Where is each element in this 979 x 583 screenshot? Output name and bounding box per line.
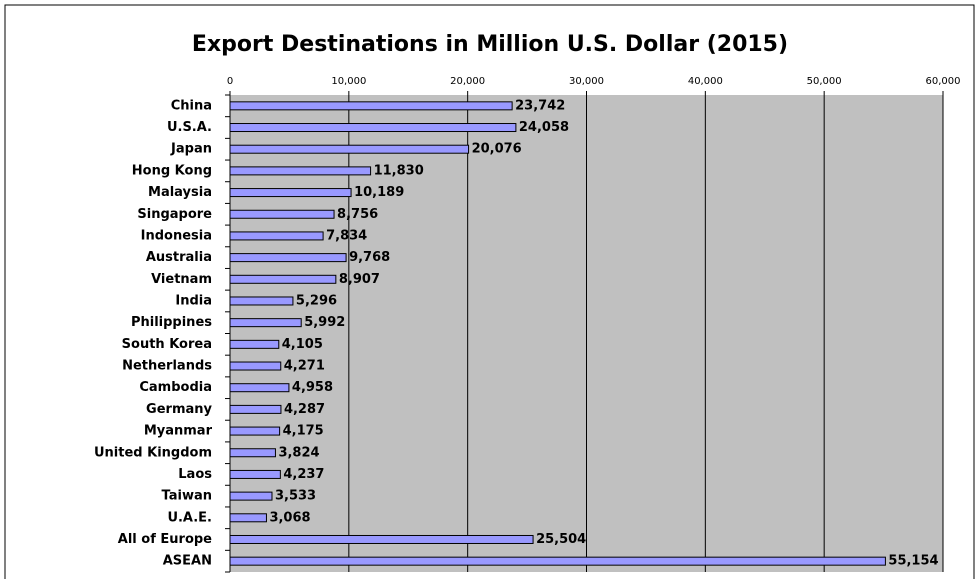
- value-label: 4,287: [284, 402, 325, 417]
- y-tick-label: Vietnam: [151, 272, 212, 287]
- x-tick-label: 0: [227, 76, 233, 87]
- y-tick-label: Australia: [146, 250, 212, 265]
- y-tick-label: South Korea: [122, 337, 212, 352]
- y-tick-label: Germany: [146, 402, 212, 417]
- bar: [229, 209, 335, 219]
- bar: [229, 101, 513, 111]
- value-label: 23,742: [515, 98, 565, 113]
- value-label: 25,504: [536, 532, 586, 547]
- x-tick-label: 20,000: [450, 76, 485, 87]
- bar: [229, 166, 372, 176]
- value-label: 3,824: [278, 445, 319, 460]
- y-tick-label: Philippines: [131, 315, 212, 330]
- bar: [229, 296, 294, 306]
- y-tick-label: Hong Kong: [132, 163, 212, 178]
- bar: [229, 491, 273, 501]
- bar: [229, 361, 282, 371]
- value-label: 9,768: [349, 250, 390, 265]
- x-tick-label: 30,000: [569, 76, 604, 87]
- value-label: 5,992: [304, 315, 345, 330]
- value-label: 4,175: [283, 424, 324, 439]
- y-tick-label: All of Europe: [118, 532, 212, 547]
- y-tick-label: ASEAN: [163, 554, 212, 569]
- bar: [229, 144, 470, 154]
- y-tick-label: Cambodia: [139, 380, 212, 395]
- value-label: 8,756: [337, 207, 378, 222]
- value-label: 8,907: [339, 272, 380, 287]
- bar: [229, 534, 534, 544]
- bar: [229, 123, 517, 133]
- x-tick-label: 60,000: [926, 76, 961, 87]
- bar: [229, 188, 352, 198]
- x-tick-label: 50,000: [807, 76, 842, 87]
- value-label: 4,958: [292, 380, 333, 395]
- y-tick-label: India: [175, 293, 212, 308]
- y-tick-label: Myanmar: [144, 424, 213, 439]
- y-tick-label: Netherlands: [122, 359, 212, 374]
- x-tick-label: 40,000: [688, 76, 723, 87]
- bar: [229, 469, 281, 479]
- value-label: 4,237: [283, 467, 324, 482]
- value-label: 3,533: [275, 489, 316, 504]
- bar: [229, 383, 290, 393]
- value-label: 11,830: [374, 163, 424, 178]
- y-tick-label: Malaysia: [148, 185, 212, 200]
- bar: [229, 556, 886, 566]
- value-label: 10,189: [354, 185, 404, 200]
- y-tick-label: United Kingdom: [94, 445, 212, 460]
- value-label: 24,058: [519, 120, 569, 135]
- bar: [229, 318, 302, 328]
- bar: [229, 513, 267, 523]
- y-tick-label: U.A.E.: [167, 510, 212, 525]
- bar: [229, 448, 276, 458]
- bar: [229, 339, 280, 349]
- y-tick-label: U.S.A.: [167, 120, 212, 135]
- y-tick-label: China: [171, 98, 212, 113]
- bar: [229, 274, 337, 284]
- value-label: 4,105: [282, 337, 323, 352]
- bar: [229, 253, 347, 263]
- value-label: 20,076: [472, 142, 522, 157]
- value-label: 3,068: [269, 510, 310, 525]
- y-tick-label: Indonesia: [141, 228, 212, 243]
- value-label: 5,296: [296, 293, 337, 308]
- chart-title: Export Destinations in Million U.S. Doll…: [192, 32, 788, 57]
- y-tick-label: Taiwan: [162, 489, 212, 504]
- bar: [229, 231, 324, 241]
- y-tick-label: Japan: [170, 142, 212, 157]
- value-label: 55,154: [888, 554, 938, 569]
- y-tick-label: Singapore: [137, 207, 212, 222]
- bar: [229, 404, 282, 414]
- y-tick-label: Laos: [178, 467, 212, 482]
- value-label: 7,834: [326, 228, 367, 243]
- bar: [229, 426, 281, 436]
- x-tick-label: 10,000: [331, 76, 366, 87]
- value-label: 4,271: [284, 359, 325, 374]
